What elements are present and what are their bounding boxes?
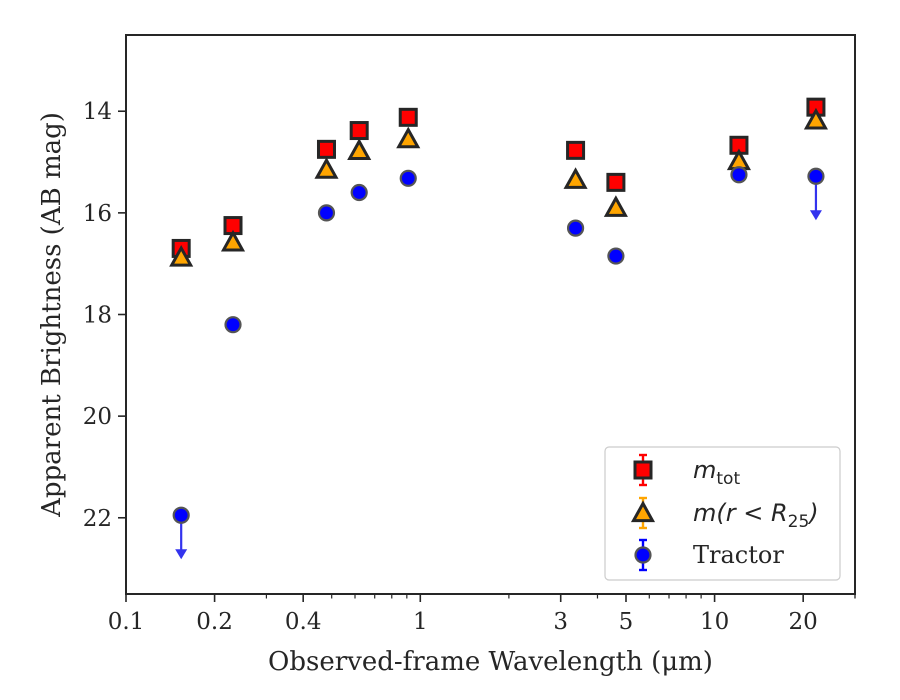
data-point-circle	[607, 247, 625, 265]
data-point-triangle	[803, 107, 828, 130]
x-tick-label: 20	[789, 609, 818, 635]
legend-marker-triangle	[630, 500, 656, 523]
y-axis-label: Apparent Brightness (AB mag)	[37, 112, 67, 518]
upper-limit-arrowhead	[809, 210, 822, 221]
legend-box	[604, 446, 841, 581]
y-tick-label: 16	[83, 201, 112, 227]
legend-label: Tractor	[693, 541, 784, 569]
data-point-triangle	[169, 244, 194, 267]
y-tick-label: 20	[83, 404, 112, 430]
data-point-triangle	[563, 167, 588, 189]
x-tick-label: 1	[413, 609, 428, 635]
y-tick-label: 14	[83, 99, 112, 125]
x-tick-label: 0.2	[196, 609, 233, 635]
series-tractor	[172, 166, 825, 560]
data-point-square	[566, 140, 586, 160]
data-point-circle	[730, 166, 748, 184]
data-point-circle	[399, 169, 417, 187]
data-point-circle	[224, 316, 242, 334]
data-point-triangle	[603, 195, 628, 217]
data-point-square	[398, 107, 418, 127]
data-point-square	[316, 139, 336, 159]
y-tick-label: 22	[83, 506, 112, 532]
series-mtot	[171, 97, 826, 258]
data-point-square	[349, 121, 369, 141]
plot-area	[169, 97, 828, 560]
axes: 0.1 0.2 0.4 1 3 5 10 20 14 16 18 20 22	[83, 34, 856, 635]
data-point-square	[606, 172, 626, 192]
x-tick-label: 0.1	[108, 609, 145, 635]
data-point-triangle	[396, 126, 421, 149]
x-axis-label: Observed-frame Wavelength (μm)	[268, 647, 713, 677]
data-point-circle	[172, 506, 190, 524]
data-point-circle	[566, 219, 585, 237]
legend-label: mtot	[693, 456, 740, 489]
legend-marker-circle	[634, 546, 652, 564]
series-mr25	[169, 107, 828, 267]
x-tick-label: 0.4	[285, 609, 322, 635]
upper-limit-arrowhead	[175, 549, 188, 560]
data-point-triangle	[314, 157, 339, 179]
data-point-triangle	[220, 229, 246, 252]
data-point-circle	[350, 183, 368, 202]
data-point-circle	[807, 167, 825, 185]
legend-marker-square	[633, 460, 653, 480]
x-tick-label: 5	[619, 609, 634, 635]
y-tick-label: 18	[83, 303, 112, 329]
data-point-circle	[317, 204, 336, 222]
x-tick-label: 3	[553, 609, 568, 635]
x-tick-label: 10	[700, 609, 729, 635]
legend: mtot m(r < R25) Tractor	[604, 446, 841, 581]
data-point-triangle	[347, 138, 372, 160]
legend-label: m(r < R25)	[693, 499, 819, 532]
